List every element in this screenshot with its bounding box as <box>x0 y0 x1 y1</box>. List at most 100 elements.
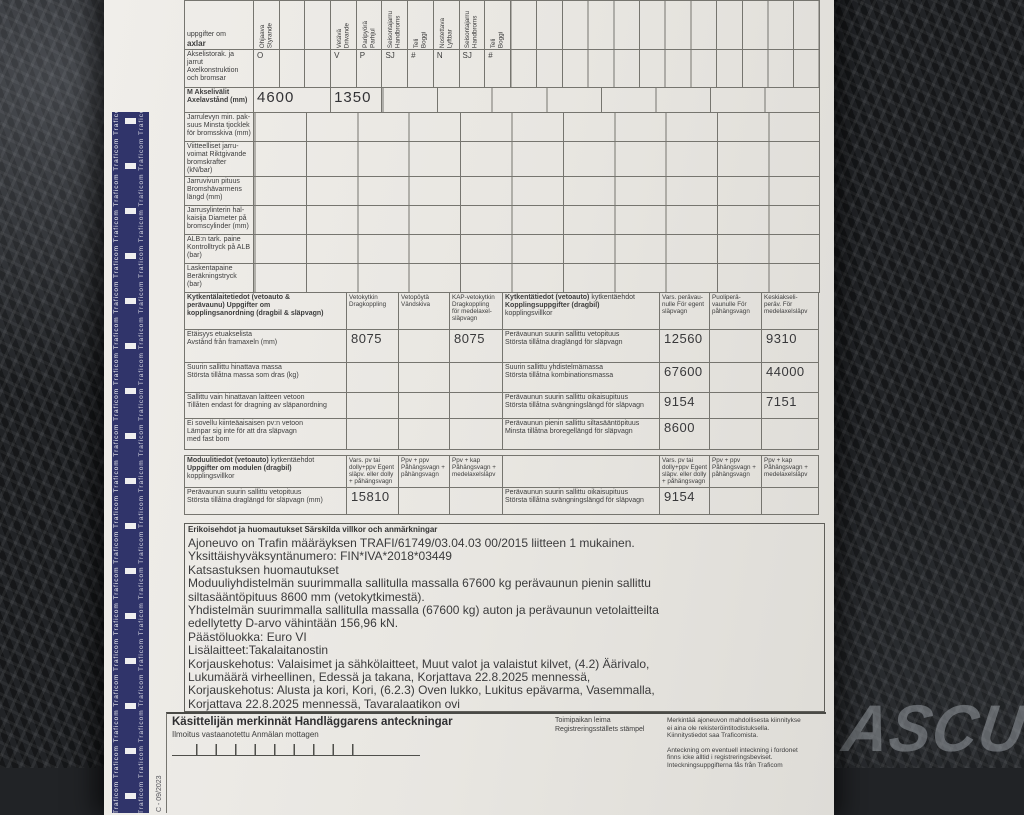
row-label: Etäisyys etuakselista Avstånd från frama… <box>184 329 347 363</box>
special-conditions-line: Korjauskehotus: Alusta ja kori, Kori, (6… <box>188 683 655 698</box>
empty-cell <box>709 418 762 450</box>
empty-cell <box>398 392 450 419</box>
coupling-row: Ei sovellu kiinteäaisaisen pv:n vetoon L… <box>184 418 819 450</box>
special-conditions-line: Katsastuksen huomautukset <box>188 562 339 577</box>
empty-cell <box>304 0 332 50</box>
special-conditions-line: Yksittäishyväksyntänumero: FIN*IVA*2018*… <box>188 549 452 564</box>
strip-dashes <box>125 118 136 813</box>
empty-cell <box>304 49 332 88</box>
row-label: Perävaunun suurin sallittu vetopituus St… <box>184 487 347 515</box>
empty-cell <box>278 0 306 50</box>
empty-columns <box>253 263 820 293</box>
col-header-teli: Teli Boggi <box>407 0 434 50</box>
construction-value: # <box>407 49 434 88</box>
col-header-vetava: Vetävä Drivande <box>330 0 357 50</box>
stamp-label: Toimipaikan leima Registreringsställets … <box>555 717 645 733</box>
construction-value: # <box>484 49 511 88</box>
coupling-row: Etäisyys etuakselista Avstånd från frama… <box>184 329 819 363</box>
axle-table-title: uppgifter om axlar <box>184 0 254 50</box>
special-conditions-line: Lukumäärä virheellinen, Edessä ja takana… <box>188 670 591 685</box>
axle-table: uppgifter om axlar Ohjaava Styrande Vetäv… <box>184 0 821 293</box>
empty-columns <box>253 234 820 264</box>
value-cell: 7151 <box>761 392 819 419</box>
construction-value: V <box>330 49 357 88</box>
row-label: Jarrusylinterin hal- kaisija Diameter på… <box>184 205 254 235</box>
col-header-vars-pv-2: Vars. pv tai dolly+ppv Egent släpv. elle… <box>659 455 710 488</box>
special-conditions-line: Korjattava 22.8.2025 mennessä, Tavaralaa… <box>188 696 460 711</box>
value-cell: 9310 <box>761 329 819 363</box>
special-conditions-line: siltasääntöpituus 8600 mm (vetokytkimest… <box>188 589 425 604</box>
axle-spacing-value-1: 4600 <box>252 87 332 113</box>
value-cell <box>346 418 399 450</box>
axle-title-top: uppgifter om <box>187 31 226 38</box>
brake-row: Viitteelliset jarru- voimat Riktgivande … <box>184 141 820 177</box>
row-label: Perävaunun suurin sallittu oikaisupituus… <box>502 392 660 419</box>
ruler-ticks <box>196 744 358 755</box>
module-header-norm-sv: kopplingsvillkor <box>187 473 235 480</box>
construction-value: N <box>432 49 460 88</box>
construction-value: SJ <box>381 49 409 88</box>
note-swedish: Anteckning om eventuell inteckning i for… <box>667 746 798 769</box>
right-header-norm-sv: kopplingsvillkor <box>505 310 553 317</box>
row-label: Viitteelliset jarru- voimat Riktgivande … <box>184 141 254 177</box>
row-label: Perävaunun suurin sallittu oikaisupituus… <box>502 487 660 515</box>
empty-columns <box>253 205 820 235</box>
empty-cell <box>709 362 762 393</box>
empty-columns <box>253 112 820 142</box>
empty-cell <box>398 418 450 450</box>
construction-value: SJ <box>458 49 486 88</box>
value-cell: 9154 <box>659 487 710 515</box>
document-content: Traficom Traficom Traficom Traficom Traf… <box>104 0 834 813</box>
brake-row: Jarruvivun pituus Bromshävarmens längd (… <box>184 176 820 206</box>
coupling-row: Suurin sallittu hinattava massa Största … <box>184 362 819 393</box>
row-label: Perävaunun suurin sallittu vetopituus St… <box>502 329 660 363</box>
brake-row: Jarrulevyn min. pak- suus Minsta tjockle… <box>184 112 820 142</box>
empty-columns <box>253 141 820 177</box>
empty-cell <box>398 487 450 515</box>
col-header-ppv-ppv-2: Ppv + ppv Påhängsvagn + påhängsvagn <box>709 455 762 488</box>
value-cell: 15810 <box>346 487 399 515</box>
empty-columns <box>381 87 820 113</box>
coupling-right-header: Kytkentätiedot (vetoauto) kytkentäehdot … <box>502 292 660 330</box>
special-conditions-line: Moduuliyhdistelmän suurimmalla sallitull… <box>188 576 651 591</box>
empty-cell <box>709 329 762 363</box>
strip-repeat-text: Traficom Traficom Traficom Traficom Traf… <box>113 112 120 813</box>
row-label: Jarruvivun pituus Bromshävarmens längd (… <box>184 176 254 206</box>
module-header-row: Moduulitiedot (vetoauto) kytkentäehdot U… <box>184 455 819 488</box>
empty-cell <box>761 487 819 515</box>
handler-notes-section: Käsittelijän merkinnät Handläggarens ant… <box>166 712 826 813</box>
value-cell <box>449 362 503 393</box>
module-left-header: Moduulitiedot (vetoauto) kytkentäehdot U… <box>184 455 347 488</box>
col-header-keskiakseli: Keskiakseli- peräv. För medelaxelsläpv <box>761 292 819 330</box>
module-header-norm-fi: kytkentäehdot <box>270 457 315 464</box>
row-label: Laskentapaine Beräkningstryck (bar) <box>184 263 254 293</box>
empty-columns <box>253 176 820 206</box>
axle-header-row: uppgifter om axlar Ohjaava Styrande Vetäv… <box>184 0 821 50</box>
col-header-ohjaava: Ohjaava Styrande <box>253 0 280 50</box>
col-header-vars-peravaunulle: Vars. perävau- nulle För egent släpvagn <box>659 292 710 330</box>
row-label: ALB:n tark. paine Kontrolltryck på ALB (… <box>184 234 254 264</box>
empty-cell <box>398 329 450 363</box>
col-header-teli-2: Teli Boggi <box>484 0 511 50</box>
right-header-bold-fi: Kytkentätiedot (vetoauto) <box>505 294 590 301</box>
axle-spacing-row: M Akselivälit Axelavstånd (mm) 4600 1350 <box>184 87 820 113</box>
empty-cell <box>398 362 450 393</box>
value-cell: 12560 <box>659 329 710 363</box>
brake-row: Jarrusylinterin hal- kaisija Diameter på… <box>184 205 820 235</box>
empty-cell <box>709 487 762 515</box>
col-header-nostettava: Nostettava Lyftbar <box>432 0 460 50</box>
tick-ruler <box>172 742 420 756</box>
right-header-bold-sv: Kopplingsuppgifter (dragbil) <box>505 302 600 309</box>
value-cell <box>346 392 399 419</box>
brake-row: Laskentapaine Beräkningstryck (bar) <box>184 263 820 293</box>
empty-cell <box>278 49 306 88</box>
col-header-vetokytkin: Vetokytkin Dragkoppling <box>346 292 399 330</box>
special-conditions-line: Korjauskehotus: Valaisimet ja sähkölaitt… <box>188 656 650 671</box>
value-cell: 8075 <box>449 329 503 363</box>
col-header-ppv-kap: Ppv + kap Påhängsvagn + medelaxelsläpv <box>449 455 503 488</box>
special-conditions-line: Päästöluokka: Euro VI <box>188 629 307 644</box>
coupling-left-header: Kytkentälaitetiedot (vetoauto & perävaun… <box>184 292 347 330</box>
value-cell: 67600 <box>659 362 710 393</box>
module-header-bold-sv: Uppgifter om modulen (dragbil) <box>187 465 292 472</box>
module-header-bold-fi: Moduulitiedot (vetoauto) <box>187 457 269 464</box>
